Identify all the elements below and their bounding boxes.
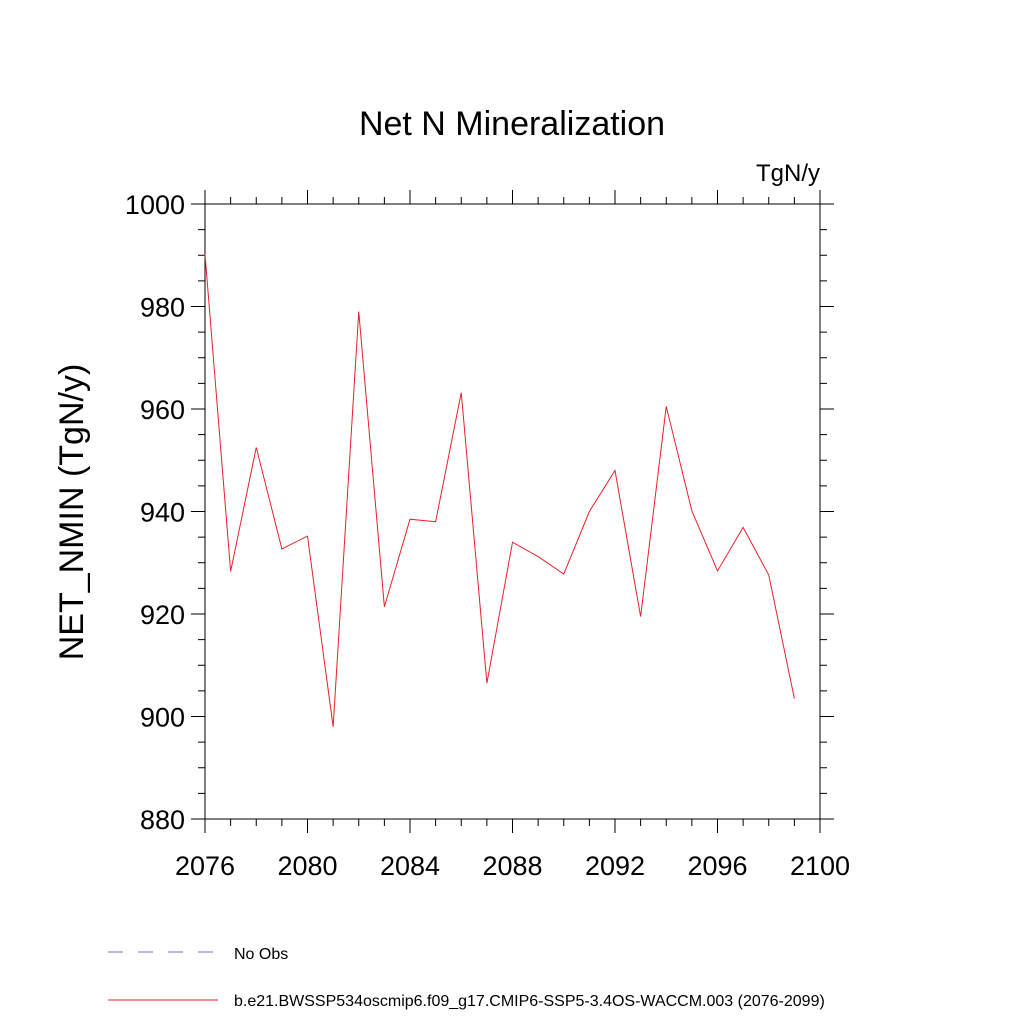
y-tick-label: 980: [140, 293, 185, 323]
y-axis-label: NET_NMIN (TgN/y): [53, 364, 91, 661]
legend-label-no-obs: No Obs: [234, 946, 288, 963]
y-tick-label: 940: [140, 498, 185, 528]
chart-title: Net N Mineralization: [359, 105, 665, 143]
x-tick-label: 2088: [482, 851, 542, 881]
x-tick-label: 2084: [380, 851, 440, 881]
series-line-0: [204, 254, 795, 727]
series-lines: [204, 254, 795, 727]
legend: No Obs b.e21.BWSSP534oscmip6.f09_g17.CMI…: [108, 946, 825, 1010]
x-tick-label: 2092: [585, 851, 645, 881]
legend-label-model: b.e21.BWSSP534oscmip6.f09_g17.CMIP6-SSP5…: [234, 993, 825, 1010]
x-tick-label: 2100: [790, 851, 850, 881]
axes: 2076 2080 2084 2088 2092 2096 2100 880 900 920 940…: [125, 190, 850, 881]
units-label: TgN/y: [756, 160, 820, 187]
plot-frame: [204, 203, 821, 820]
y-tick-label: 960: [140, 395, 185, 425]
x-tick-label: 2080: [277, 851, 337, 881]
y-tick-label: 900: [140, 703, 185, 733]
y-tick-label: 920: [140, 600, 185, 630]
y-tick-label: 1000: [125, 190, 185, 220]
y-tick-label: 880: [140, 805, 185, 835]
x-tick-label: 2076: [175, 851, 235, 881]
x-tick-label: 2096: [687, 851, 747, 881]
